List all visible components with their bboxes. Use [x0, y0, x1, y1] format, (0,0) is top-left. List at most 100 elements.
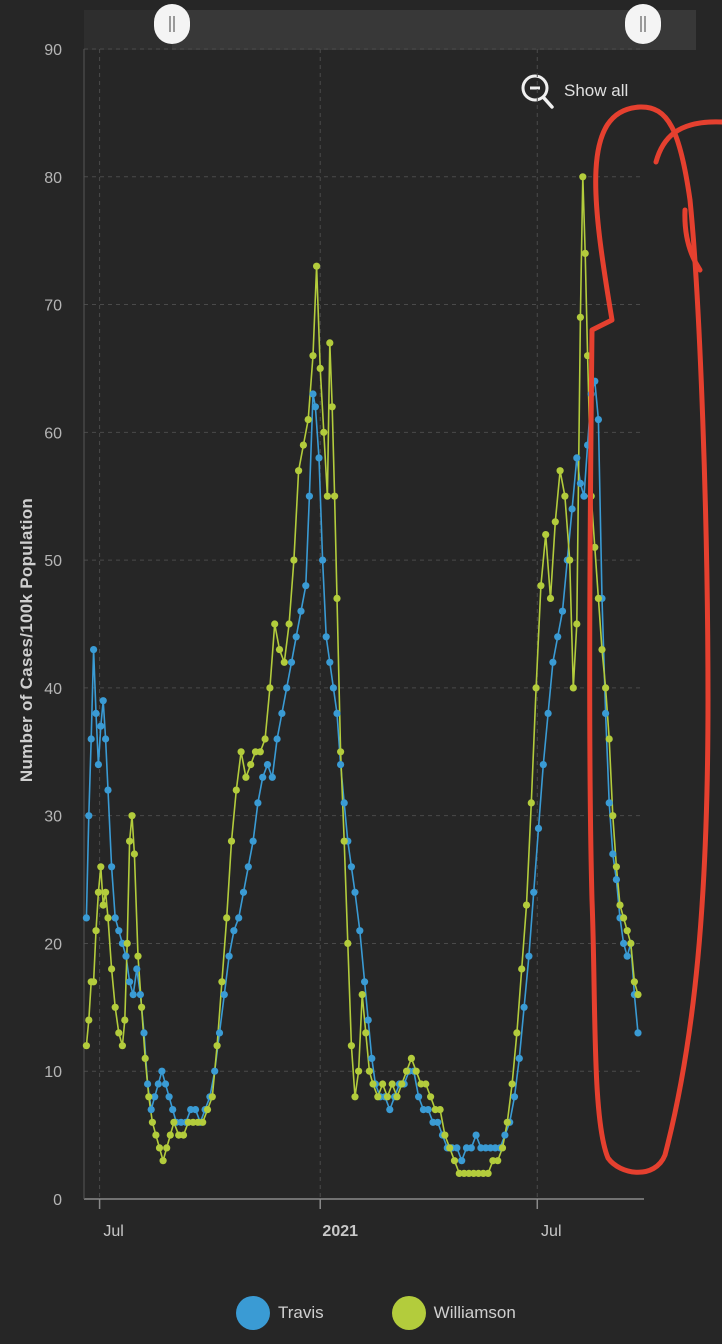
- x-tick-label: Jul: [541, 1223, 561, 1240]
- data-point-travis: [85, 812, 93, 820]
- legend-item-williamson[interactable]: Williamson: [391, 1296, 516, 1330]
- data-point-travis: [415, 1093, 423, 1101]
- data-point-williamson: [199, 1118, 207, 1126]
- data-point-travis: [558, 607, 567, 615]
- data-point-williamson: [223, 914, 231, 922]
- data-point-williamson: [326, 339, 334, 347]
- y-tick-label: 90: [44, 42, 62, 59]
- legend-item-travis[interactable]: Travis: [236, 1296, 324, 1330]
- show-all-button[interactable]: Show all: [520, 72, 628, 110]
- data-point-williamson: [566, 556, 574, 564]
- data-point-travis: [501, 1131, 509, 1139]
- data-point-travis: [368, 1054, 376, 1062]
- data-point-travis: [602, 709, 610, 718]
- data-point-travis: [549, 658, 557, 666]
- data-point-williamson: [407, 1054, 415, 1062]
- data-point-williamson: [159, 1157, 167, 1165]
- data-point-williamson: [546, 594, 555, 603]
- data-point-travis: [309, 390, 317, 398]
- legend-swatch-williamson: [391, 1296, 426, 1330]
- data-point-williamson: [351, 1093, 359, 1101]
- data-point-travis: [347, 863, 355, 871]
- data-point-travis: [311, 403, 319, 411]
- data-point-travis: [144, 1080, 152, 1088]
- data-point-travis: [92, 709, 100, 718]
- series-line-williamson: [85, 176, 639, 1175]
- data-point-travis: [329, 684, 337, 692]
- data-point-travis: [126, 978, 134, 986]
- y-tick-label: 50: [44, 553, 62, 570]
- range-start-handle[interactable]: [154, 4, 190, 44]
- data-point-travis: [612, 876, 621, 884]
- data-point-travis: [249, 837, 257, 845]
- data-point-williamson: [374, 1093, 382, 1101]
- data-point-williamson: [605, 735, 613, 743]
- data-point-williamson: [393, 1093, 401, 1101]
- data-point-williamson: [598, 646, 606, 654]
- data-point-williamson: [320, 428, 328, 436]
- data-point-travis: [573, 454, 581, 462]
- y-tick-label: 60: [44, 425, 62, 442]
- data-point-travis: [340, 799, 348, 807]
- series-points: [82, 173, 642, 1177]
- data-point-travis: [161, 1080, 170, 1088]
- data-point-travis: [520, 1003, 528, 1011]
- data-point-williamson: [104, 914, 112, 922]
- data-point-travis: [191, 1106, 200, 1114]
- data-point-williamson: [591, 543, 599, 551]
- data-point-travis: [104, 786, 112, 794]
- data-point-williamson: [138, 1003, 146, 1011]
- data-point-williamson: [148, 1118, 156, 1126]
- data-point-travis: [453, 1144, 461, 1152]
- data-point-travis: [333, 709, 341, 718]
- data-point-travis: [115, 927, 123, 935]
- data-point-williamson: [295, 467, 303, 475]
- data-point-williamson: [111, 1003, 119, 1011]
- data-point-williamson: [102, 888, 110, 896]
- data-point-williamson: [280, 658, 288, 666]
- data-point-williamson: [561, 492, 569, 500]
- data-point-williamson: [179, 1131, 188, 1139]
- data-point-williamson: [316, 364, 324, 372]
- data-point-williamson: [108, 965, 116, 973]
- data-point-travis: [259, 773, 267, 781]
- data-point-travis: [351, 888, 359, 896]
- data-point-travis: [129, 991, 137, 999]
- data-point-travis: [102, 735, 110, 743]
- data-point-williamson: [344, 939, 352, 948]
- data-point-travis: [230, 927, 238, 935]
- data-point-travis: [239, 888, 248, 896]
- data-point-williamson: [627, 939, 635, 948]
- y-tick-label: 80: [44, 170, 62, 187]
- data-point-travis: [90, 646, 98, 654]
- data-point-williamson: [266, 684, 274, 692]
- data-point-williamson: [237, 748, 245, 756]
- data-point-williamson: [630, 978, 639, 986]
- data-point-travis: [244, 863, 252, 871]
- data-point-williamson: [403, 1067, 411, 1075]
- data-point-travis: [302, 582, 310, 590]
- data-point-travis: [623, 952, 631, 960]
- data-point-williamson: [309, 352, 317, 360]
- data-point-williamson: [358, 991, 366, 999]
- data-point-williamson: [573, 620, 581, 628]
- data-point-williamson: [503, 1118, 511, 1126]
- data-point-williamson: [508, 1080, 516, 1088]
- data-point-williamson: [518, 965, 526, 973]
- range-end-handle[interactable]: [625, 4, 661, 44]
- data-point-travis: [580, 492, 588, 500]
- red-annotation-marks: [587, 104, 722, 1175]
- data-point-williamson: [620, 914, 628, 922]
- data-point-williamson: [97, 863, 105, 871]
- data-point-travis: [169, 1106, 177, 1114]
- red-annotation-stroke: [653, 119, 722, 273]
- data-point-travis: [634, 1029, 642, 1037]
- data-point-travis: [594, 416, 603, 424]
- data-point-williamson: [94, 888, 102, 896]
- data-point-williamson: [527, 799, 535, 807]
- data-point-travis: [151, 1093, 159, 1101]
- data-point-williamson: [163, 1144, 171, 1152]
- legend: Travis Williamson: [236, 1296, 584, 1330]
- data-point-williamson: [436, 1106, 444, 1114]
- data-point-williamson: [484, 1169, 492, 1177]
